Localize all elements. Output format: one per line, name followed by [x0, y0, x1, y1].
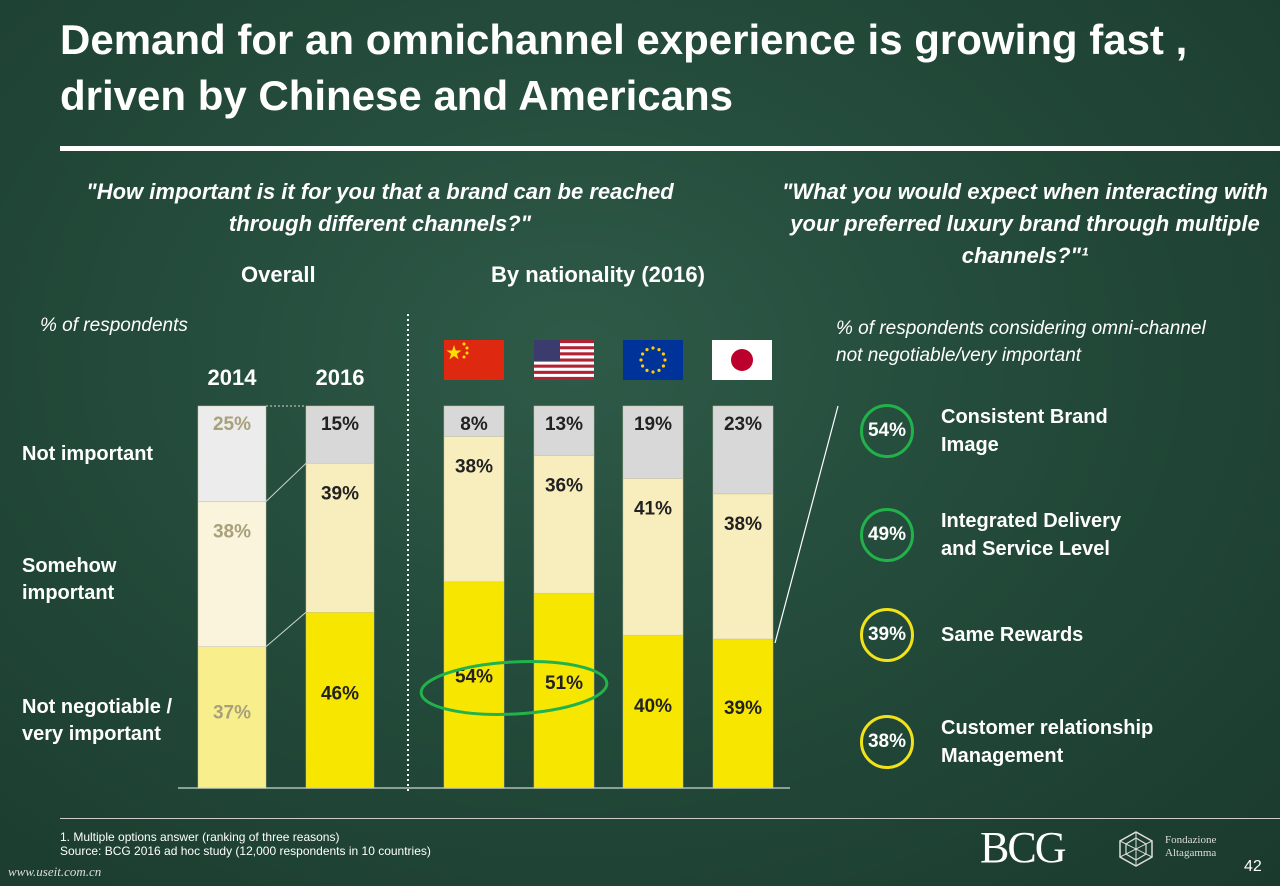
footer-divider — [60, 818, 1280, 819]
bracket-line-bottom — [774, 405, 839, 644]
nationality-label-China-2: 8% — [460, 414, 488, 435]
nationality-bar-USA-0 — [533, 592, 595, 789]
title-divider — [60, 146, 1280, 151]
altagamma-logo-icon — [1119, 831, 1153, 867]
overall-connector-1 — [265, 462, 307, 502]
nationality-label-USA-0: 51% — [545, 673, 583, 694]
overall-bar-2014-0 — [197, 646, 267, 789]
nationality-label-EU-2: 19% — [634, 414, 672, 435]
nationality-bar-EU-2 — [622, 405, 684, 479]
nationality-bar-Japan-0 — [712, 638, 774, 789]
expectation-label-1: Consistent Brand Image — [941, 406, 1108, 456]
footnote: 1. Multiple options answer (ranking of t… — [60, 830, 340, 844]
nationality-bar-China-0 — [443, 581, 505, 789]
overall-label-2016-2: 15% — [321, 414, 359, 435]
row-label-very-important: Not negotiable / very important — [22, 696, 172, 745]
overall-label-2014-0: 37% — [213, 702, 251, 723]
source-note: Source: BCG 2016 ad hoc study (12,000 re… — [60, 844, 431, 858]
nationality-bar-Japan-1 — [712, 493, 774, 640]
fondazione-logo-text: Fondazione Altagamma — [1165, 834, 1217, 859]
left-note: % of respondents — [40, 315, 188, 336]
nationality-label-EU-1: 41% — [634, 499, 672, 520]
page-number: 42 — [1244, 858, 1262, 875]
expectation-value-4: 38% — [860, 715, 914, 769]
nationality-label-China-1: 38% — [455, 457, 493, 478]
question-right: "What you would expect when interacting … — [782, 179, 1268, 268]
right-note: % of respondents considering omni-channe… — [836, 318, 1206, 366]
nationality-label-USA-1: 36% — [545, 476, 583, 497]
nationality-label-Japan-2: 23% — [724, 414, 762, 435]
header-overall: Overall — [241, 262, 316, 287]
overall-bar-2016-2 — [305, 405, 375, 464]
expectation-label-4: Customer relationship Management — [941, 717, 1154, 767]
highlight-ellipse — [419, 660, 609, 716]
usa-flag-icon — [534, 340, 594, 380]
nationality-bar-USA-2 — [533, 405, 595, 456]
overall-bar-2014-2 — [197, 405, 267, 502]
china-flag-icon — [444, 340, 504, 380]
nationality-bar-China-2 — [443, 405, 505, 437]
overall-label-2016-1: 39% — [321, 483, 359, 504]
expectation-label-3: Same Rewards — [941, 624, 1084, 646]
nationality-label-Japan-0: 39% — [724, 698, 762, 719]
nationality-label-Japan-1: 38% — [724, 514, 762, 535]
overall-connector-0 — [265, 611, 307, 648]
nationality-label-EU-0: 40% — [634, 696, 672, 717]
page-title: Demand for an omnichannel experience is … — [60, 16, 1188, 119]
nationality-bar-Japan-2 — [712, 405, 774, 495]
expectation-value-3: 39% — [860, 608, 914, 662]
row-label-not-important: Not important — [22, 443, 154, 465]
overall-label-2014-2: 25% — [213, 414, 251, 435]
eu-flag-icon — [623, 340, 683, 380]
nationality-bar-EU-1 — [622, 478, 684, 636]
overall-label-2016-0: 46% — [321, 683, 359, 704]
nationality-bar-USA-1 — [533, 455, 595, 594]
overall-label-2014-1: 38% — [213, 522, 251, 543]
expectation-value-2: 49% — [860, 508, 914, 562]
japan-flag-icon — [712, 340, 772, 380]
header-nationality: By nationality (2016) — [491, 262, 705, 287]
expectation-value-1: 54% — [860, 404, 914, 458]
row-label-somehow-important: Somehow important — [22, 555, 117, 604]
bcg-logo: BCG — [980, 823, 1066, 872]
nationality-label-China-0: 54% — [455, 667, 493, 688]
expectation-label-2: Integrated Delivery and Service Level — [941, 510, 1122, 560]
nationality-label-USA-2: 13% — [545, 414, 583, 435]
year-label-2016: 2016 — [316, 365, 365, 390]
overall-bar-2016-0 — [305, 612, 375, 789]
overall-bar-2016-1 — [305, 463, 375, 613]
year-label-2014: 2014 — [208, 365, 258, 390]
overall-bar-2014-1 — [197, 501, 267, 647]
watermark: www.useit.com.cn — [8, 864, 102, 879]
question-left: "How important is it for you that a bran… — [86, 179, 674, 236]
